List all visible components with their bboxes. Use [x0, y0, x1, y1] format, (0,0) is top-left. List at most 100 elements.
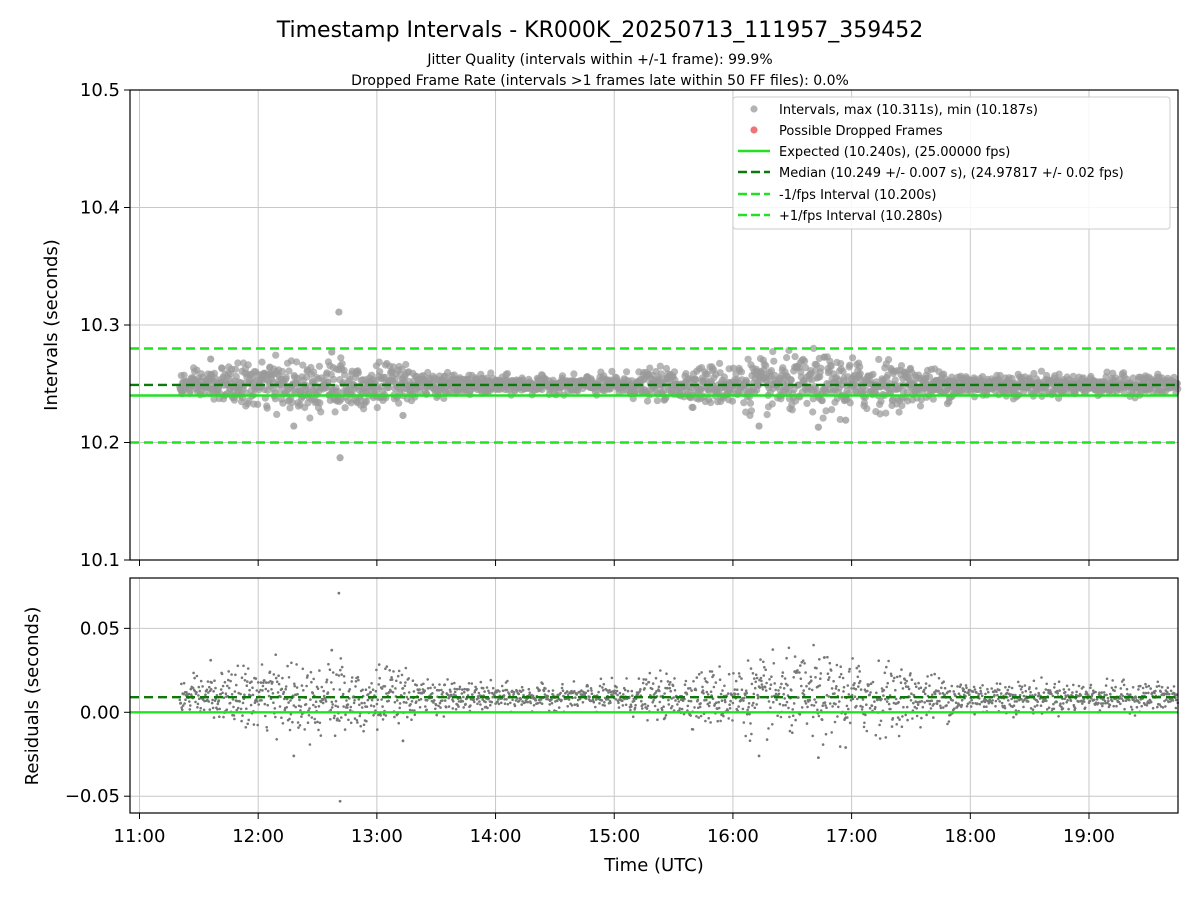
residual-point	[519, 690, 523, 693]
residual-point	[1067, 707, 1070, 711]
intervals-y-axis-label: Intervals (seconds)	[41, 239, 62, 411]
residual-point	[418, 706, 422, 709]
interval-point	[783, 354, 791, 362]
residual-point	[731, 701, 735, 705]
residual-point	[330, 681, 333, 684]
residual-point	[696, 698, 700, 702]
residual-point	[625, 677, 628, 680]
residual-point	[208, 685, 211, 689]
residual-point	[671, 684, 675, 687]
residual-point	[298, 698, 301, 702]
residual-point	[210, 681, 213, 684]
residual-point	[770, 675, 773, 678]
residual-point	[433, 699, 436, 702]
residual-point	[239, 692, 242, 696]
residual-point	[255, 700, 259, 703]
residual-point	[581, 701, 585, 704]
residual-point	[547, 698, 550, 701]
x-tick-label: 13:00	[351, 826, 403, 847]
residual-point	[198, 689, 202, 693]
residual-point	[700, 671, 703, 674]
residual-point	[1006, 688, 1010, 692]
residual-point	[271, 692, 275, 695]
interval-point	[810, 344, 818, 352]
x-axis-label: Time (UTC)	[603, 855, 704, 876]
interval-point	[180, 371, 188, 379]
residual-point	[508, 692, 511, 696]
residual-point	[610, 676, 614, 680]
residual-point	[1169, 700, 1172, 703]
residual-point	[185, 691, 188, 694]
residual-point-notable	[292, 754, 296, 758]
residual-point	[1142, 691, 1145, 695]
residual-point	[902, 705, 905, 709]
residual-point	[449, 690, 452, 693]
residual-point	[221, 691, 224, 695]
residual-point	[979, 686, 982, 690]
residual-point	[409, 703, 412, 706]
residual-point	[1160, 685, 1164, 689]
residual-point	[850, 693, 854, 697]
residual-point	[839, 665, 842, 668]
residual-point	[384, 714, 388, 717]
residual-point	[404, 666, 408, 670]
residual-point	[715, 701, 718, 704]
residual-point	[655, 689, 658, 693]
residual-point	[265, 729, 269, 732]
residual-point	[194, 700, 197, 704]
residual-point	[771, 648, 775, 651]
residual-point	[227, 686, 231, 690]
interval-point	[1037, 367, 1046, 375]
residual-point	[340, 665, 344, 669]
residual-point	[1056, 692, 1059, 695]
intervals-x-ticks	[138, 560, 1090, 566]
residual-point	[828, 702, 832, 705]
residual-point	[329, 718, 332, 721]
residual-point	[462, 706, 466, 709]
residual-point	[273, 707, 277, 710]
residual-point	[241, 701, 245, 705]
residual-point	[265, 726, 269, 729]
residual-point	[898, 718, 901, 721]
residual-point	[451, 707, 455, 710]
residual-point	[454, 708, 458, 711]
residual-point	[490, 700, 494, 704]
residual-point	[808, 698, 812, 702]
residual-point	[697, 672, 701, 676]
residual-point	[464, 702, 467, 706]
residual-point	[894, 688, 897, 692]
residual-point	[952, 707, 956, 710]
residual-point	[845, 704, 849, 708]
interval-point	[487, 369, 495, 377]
interval-point	[827, 362, 835, 370]
residual-point	[975, 691, 978, 694]
residual-point	[467, 688, 470, 691]
residual-point	[220, 672, 224, 676]
residual-point	[646, 704, 650, 708]
residual-point	[879, 719, 883, 723]
residual-point	[207, 700, 211, 703]
residual-point	[244, 726, 248, 729]
interval-point	[395, 399, 403, 407]
residual-point	[659, 679, 663, 683]
interval-point	[232, 372, 240, 381]
residual-point	[946, 722, 949, 726]
residual-point	[787, 706, 790, 710]
residual-point	[1083, 706, 1087, 709]
residual-point	[376, 728, 379, 731]
residual-point	[210, 701, 214, 705]
residual-point	[469, 704, 472, 707]
residual-point	[342, 675, 346, 678]
residual-point	[648, 671, 652, 675]
residual-point	[737, 672, 741, 675]
interval-point	[769, 348, 777, 356]
residual-point	[1110, 699, 1114, 703]
residual-point	[325, 678, 329, 682]
residual-point	[857, 664, 860, 668]
interval-point-notable	[755, 422, 763, 430]
residual-point	[336, 717, 339, 720]
residual-point	[913, 682, 917, 685]
residual-point	[256, 723, 260, 727]
residual-point	[1055, 689, 1059, 693]
residual-point	[982, 705, 986, 708]
